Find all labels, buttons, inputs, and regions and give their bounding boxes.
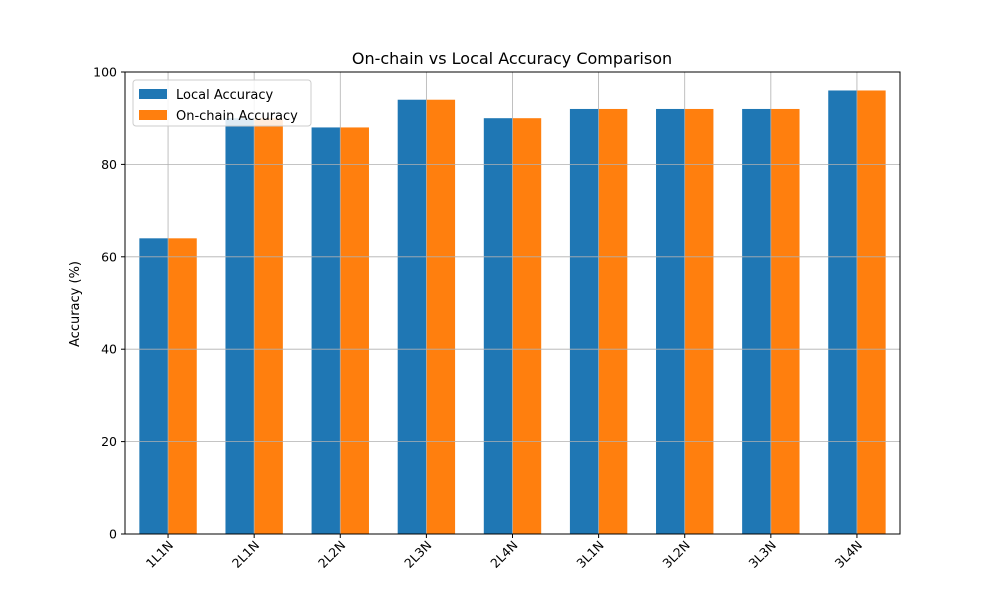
x-tick-label-3L2N: 3L2N <box>659 538 692 571</box>
bar-2L3N-series-1 <box>397 99 427 534</box>
x-tick-label-3L4N: 3L4N <box>832 538 865 571</box>
bar-3L3N-series-2 <box>770 108 800 535</box>
y-tick-label-20: 20 <box>101 434 117 449</box>
x-tick-label-1L1N: 1L1N <box>143 538 176 571</box>
y-tick-label-100: 100 <box>93 65 117 80</box>
bars <box>139 90 886 535</box>
y-tick-label-60: 60 <box>101 249 117 264</box>
x-tick-label-3L1N: 3L1N <box>573 538 606 571</box>
legend-box <box>132 79 312 127</box>
legend: Local Accuracy On-chain Accuracy <box>132 79 312 127</box>
bar-3L1N-series-1 <box>569 108 599 535</box>
bar-2L2N-series-2 <box>340 127 369 534</box>
legend-label-2: On-chain Accuracy <box>176 109 298 124</box>
legend-swatch-2 <box>139 110 167 120</box>
x-tick-label-2L2N: 2L2N <box>315 538 348 571</box>
y-axis-label: Accuracy (%) <box>68 261 83 347</box>
bar-3L4N-series-1 <box>828 90 857 534</box>
x-tick-label-3L3N: 3L3N <box>746 538 779 571</box>
x-tick-label-2L3N: 2L3N <box>401 538 434 571</box>
y-ticks: 0 20 40 60 80 100 <box>93 65 125 542</box>
bar-2L4N-series-2 <box>512 118 542 534</box>
bar-2L2N-series-1 <box>311 127 341 534</box>
x-tick-label-2L1N: 2L1N <box>229 538 262 571</box>
y-tick-label-0: 0 <box>109 527 117 542</box>
bar-3L1N-series-2 <box>598 108 628 535</box>
bar-2L1N-series-2 <box>254 118 283 534</box>
bar-3L3N-series-1 <box>742 108 771 535</box>
bar-2L1N-series-1 <box>225 118 255 534</box>
bar-1L1N-series-1 <box>139 238 169 534</box>
bar-3L2N-series-1 <box>656 108 685 535</box>
legend-swatch-1 <box>139 89 167 99</box>
legend-label-1: Local Accuracy <box>176 88 273 103</box>
x-ticks: 1L1N 2L1N 2L2N 2L3N 2L4N 3L1N 3L2N 3L3N 3L4N <box>143 534 865 571</box>
bar-1L1N-series-2 <box>168 238 197 534</box>
bar-2L4N-series-1 <box>483 118 513 534</box>
bar-2L3N-series-2 <box>426 99 456 534</box>
chart-title: On-chain vs Local Accuracy Comparison <box>352 49 672 68</box>
bar-3L4N-series-2 <box>856 90 886 534</box>
y-tick-label-40: 40 <box>101 342 117 357</box>
bar-3L2N-series-2 <box>684 108 714 535</box>
y-tick-label-80: 80 <box>101 157 117 172</box>
x-tick-label-2L4N: 2L4N <box>487 538 520 571</box>
